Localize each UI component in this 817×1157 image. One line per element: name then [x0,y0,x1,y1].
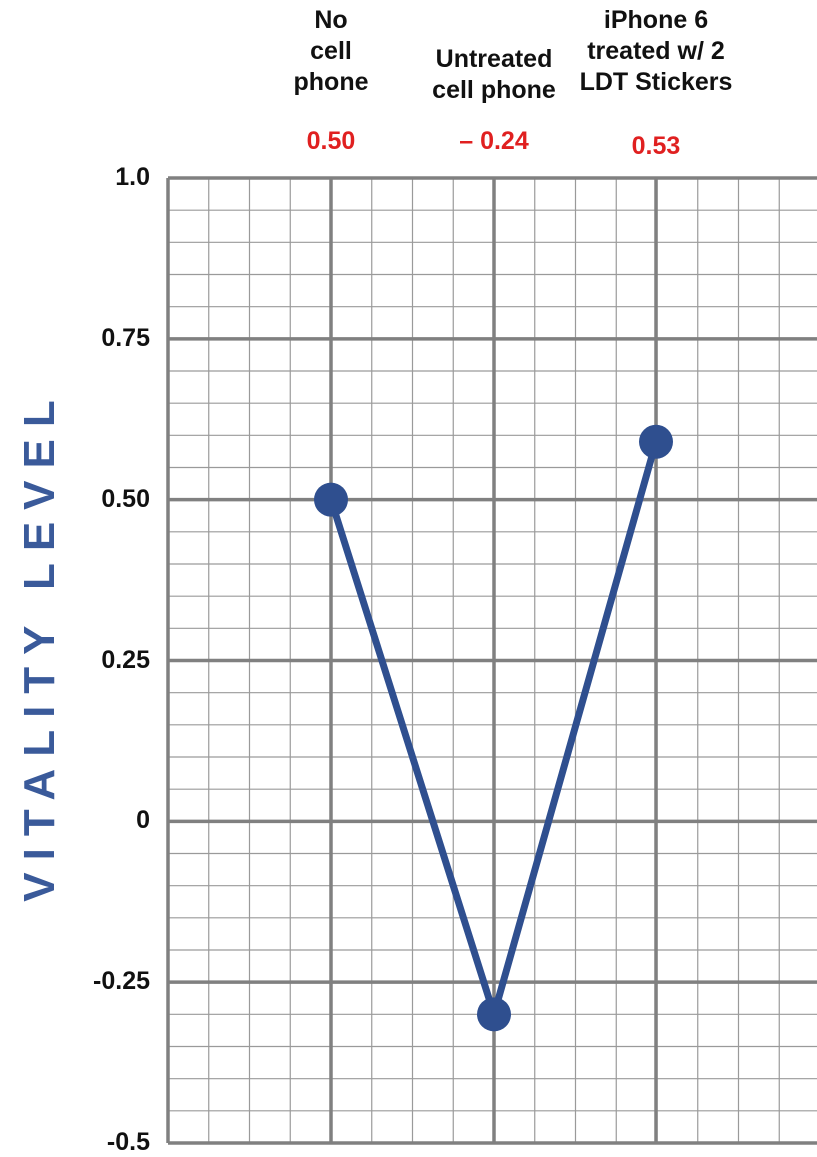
y-tick-label: 1.0 [115,163,150,191]
y-tick-label: 0.50 [101,484,150,513]
y-tick-label: 0.25 [101,645,150,674]
y-axis-title: VITALITY LEVEL [15,388,64,902]
value-label-untreated-cell-phone: – 0.24 [459,127,529,155]
y-tick-label: -0.5 [106,1128,150,1156]
chart-series [314,424,673,1032]
data-point [639,424,673,459]
category-label-no-cell-phone: No cell phone [293,6,369,96]
y-tick-label: 0.75 [101,323,150,352]
value-label-iphone-treated: 0.53 [631,132,681,160]
category-label-untreated-cell-phone: Untreated cell phone [432,45,556,104]
chart-grid [166,176,817,1145]
data-point [477,997,511,1032]
y-tick-label: 0 [136,806,150,835]
value-label-no-cell-phone: 0.50 [306,127,356,155]
y-tick-label: -0.25 [93,967,150,996]
data-point [314,482,348,517]
category-label-iphone-treated: iPhone 6 treated w/ 2 LDT Stickers [579,6,733,96]
